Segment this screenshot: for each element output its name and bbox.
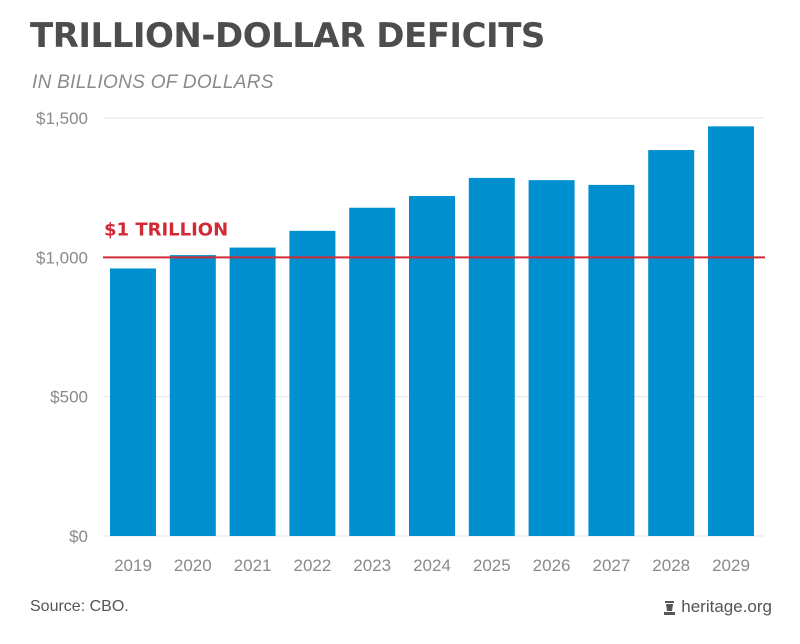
x-tick-label: 2026 — [533, 556, 571, 575]
x-tick-label: 2024 — [413, 556, 451, 575]
y-tick-label: $1,500 — [36, 109, 88, 128]
y-tick-label: $500 — [50, 388, 88, 407]
x-tick-label: 2025 — [473, 556, 511, 575]
bar — [528, 180, 575, 536]
chart-title: TRILLION-DOLLAR DEFICITS — [30, 16, 545, 56]
bell-icon — [664, 600, 676, 615]
x-tick-label: 2021 — [234, 556, 272, 575]
reference-line-label: $1 TRILLION — [104, 219, 228, 240]
x-tick-label: 2028 — [652, 556, 690, 575]
bar — [110, 268, 156, 536]
bar — [229, 247, 276, 536]
y-tick-label: $1,000 — [36, 248, 88, 267]
y-tick-label: $0 — [69, 527, 88, 546]
brand-text: heritage.org — [681, 597, 772, 616]
bar — [588, 184, 635, 536]
bar — [648, 150, 695, 536]
x-axis-ticks: 2019 2020 2021 2022 2023 2024 2025 2026 2027 2028… — [114, 556, 750, 575]
x-tick-label: 2019 — [114, 556, 152, 575]
bar — [169, 255, 216, 536]
source-note: Source: CBO. — [30, 598, 129, 615]
y-axis-ticks: $0 $500 $1,000 $1,500 — [36, 109, 88, 546]
reference-line-group: $1 TRILLION — [103, 219, 765, 259]
x-tick-label: 2022 — [293, 556, 331, 575]
bar — [289, 230, 336, 537]
bar — [349, 207, 396, 537]
brand-credit[interactable]: heritage.org — [664, 597, 772, 617]
bars — [110, 126, 754, 537]
x-tick-label: 2020 — [174, 556, 212, 575]
bar — [468, 177, 515, 536]
x-tick-label: 2027 — [592, 556, 630, 575]
x-tick-label: 2023 — [353, 556, 391, 575]
bar — [708, 126, 754, 537]
x-tick-label: 2029 — [712, 556, 750, 575]
bar — [409, 196, 455, 536]
chart-subtitle: IN BILLIONS OF DOLLARS — [32, 72, 274, 93]
